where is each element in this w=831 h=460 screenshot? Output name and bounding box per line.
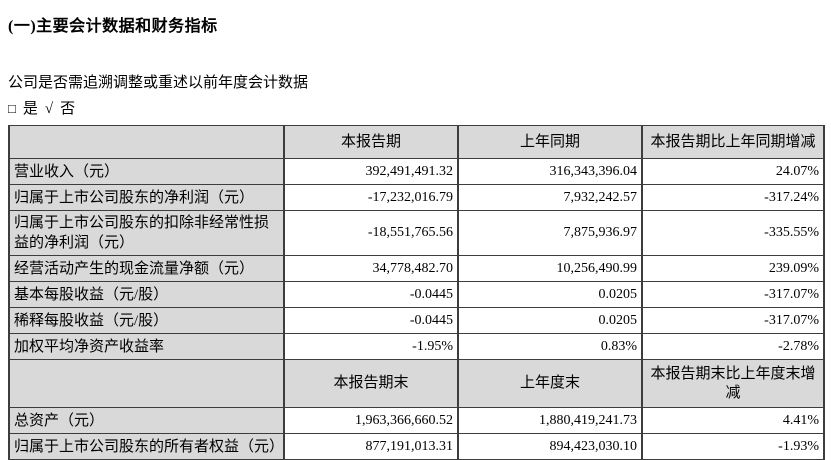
value-prior-year-end: 1,880,419,241.73 xyxy=(457,407,643,434)
checkbox-yes-label: 是 xyxy=(22,101,38,117)
header-blank xyxy=(8,125,285,159)
checkbox-yes-icon: □ xyxy=(8,101,16,116)
header-blank xyxy=(8,359,285,408)
row-label: 归属于上市公司股东的扣除非经常性损益的净利润（元） xyxy=(8,210,285,256)
table-row: 总资产（元） 1,963,366,660.52 1,880,419,241.73… xyxy=(8,407,825,434)
key-financials-table: 本报告期 上年同期 本报告期比上年同期增减 营业收入（元） 392,491,49… xyxy=(8,125,825,460)
table-header-period: 本报告期 上年同期 本报告期比上年同期增减 xyxy=(8,125,825,159)
row-label: 归属于上市公司股东的所有者权益（元） xyxy=(8,433,285,460)
restatement-question: 公司是否需追溯调整或重述以前年度会计数据 xyxy=(8,75,309,91)
value-change: -1.93% xyxy=(641,433,825,460)
value-prior-period: 10,256,490.99 xyxy=(457,255,643,282)
row-label: 经营活动产生的现金流量净额（元） xyxy=(8,255,285,282)
value-current-period: -0.0445 xyxy=(283,307,459,334)
table-row: 归属于上市公司股东的所有者权益（元） 877,191,013.31 894,42… xyxy=(8,433,825,460)
value-prior-year-end: 894,423,030.10 xyxy=(457,433,643,460)
value-prior-period: 316,343,396.04 xyxy=(457,158,643,185)
row-label: 稀释每股收益（元/股） xyxy=(8,307,285,334)
value-current-period-end: 1,963,366,660.52 xyxy=(283,407,459,434)
value-change: -2.78% xyxy=(641,333,825,360)
section-title: (一)主要会计数据和财务指标 xyxy=(8,18,218,35)
checkbox-no-label: 否 xyxy=(60,101,76,117)
header-current-period-end: 本报告期末 xyxy=(283,359,459,408)
value-current-period: 34,778,482.70 xyxy=(283,255,459,282)
value-change: 24.07% xyxy=(641,158,825,185)
table-row: 归属于上市公司股东的净利润（元） -17,232,016.79 7,932,24… xyxy=(8,184,825,211)
table-header-period-end: 本报告期末 上年度末 本报告期末比上年度末增减 xyxy=(8,359,825,408)
value-change: -317.07% xyxy=(641,281,825,308)
value-change: -317.07% xyxy=(641,307,825,334)
value-change: -317.24% xyxy=(641,184,825,211)
value-prior-period: 0.83% xyxy=(457,333,643,360)
row-label: 基本每股收益（元/股） xyxy=(8,281,285,308)
row-label: 营业收入（元） xyxy=(8,158,285,185)
row-label: 加权平均净资产收益率 xyxy=(8,333,285,360)
value-prior-period: 7,875,936.97 xyxy=(457,210,643,256)
value-current-period: 392,491,491.32 xyxy=(283,158,459,185)
table-row: 稀释每股收益（元/股） -0.0445 0.0205 -317.07% xyxy=(8,307,825,334)
header-prior-year-end: 上年度末 xyxy=(457,359,643,408)
value-prior-period: 7,932,242.57 xyxy=(457,184,643,211)
row-label: 归属于上市公司股东的净利润（元） xyxy=(8,184,285,211)
table-row: 经营活动产生的现金流量净额（元） 34,778,482.70 10,256,49… xyxy=(8,255,825,282)
row-label: 总资产（元） xyxy=(8,407,285,434)
value-current-period-end: 877,191,013.31 xyxy=(283,433,459,460)
value-change: 239.09% xyxy=(641,255,825,282)
table-row: 加权平均净资产收益率 -1.95% 0.83% -2.78% xyxy=(8,333,825,360)
checkmark-no-icon: √ xyxy=(44,101,54,117)
value-current-period: -17,232,016.79 xyxy=(283,184,459,211)
restatement-answer: □ 是 √ 否 xyxy=(8,97,831,118)
header-period-end-change: 本报告期末比上年度末增减 xyxy=(641,359,825,408)
value-change: -335.55% xyxy=(641,210,825,256)
value-prior-period: 0.0205 xyxy=(457,307,643,334)
value-current-period: -18,551,765.56 xyxy=(283,210,459,256)
table-row: 归属于上市公司股东的扣除非经常性损益的净利润（元） -18,551,765.56… xyxy=(8,210,825,256)
value-current-period: -0.0445 xyxy=(283,281,459,308)
value-current-period: -1.95% xyxy=(283,333,459,360)
value-prior-period: 0.0205 xyxy=(457,281,643,308)
table-row: 营业收入（元） 392,491,491.32 316,343,396.04 24… xyxy=(8,158,825,185)
table-row: 基本每股收益（元/股） -0.0445 0.0205 -317.07% xyxy=(8,281,825,308)
header-period-change: 本报告期比上年同期增减 xyxy=(641,125,825,159)
header-prior-period: 上年同期 xyxy=(457,125,643,159)
header-current-period: 本报告期 xyxy=(283,125,459,159)
value-change: 4.41% xyxy=(641,407,825,434)
